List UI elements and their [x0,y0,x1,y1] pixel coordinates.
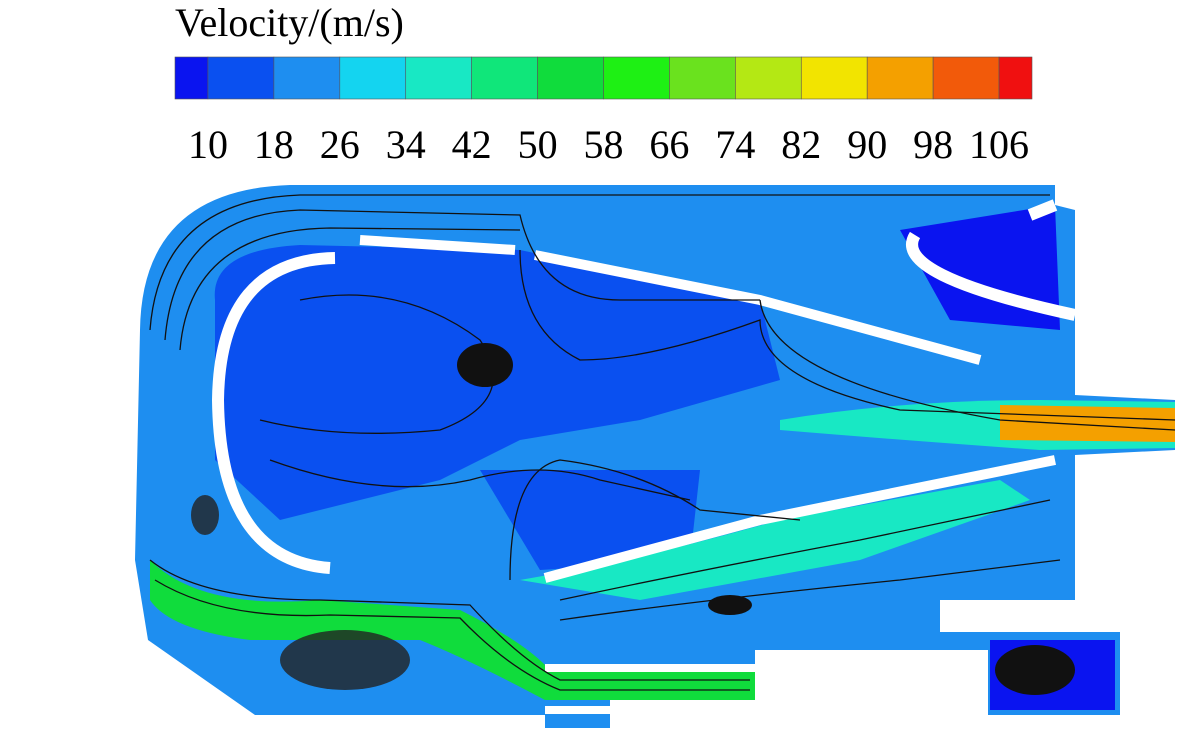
tick-label: 106 [969,122,1029,167]
tick-label: 50 [518,122,558,167]
color-swatch [207,56,275,100]
color-swatch [669,56,736,100]
tick-label: 82 [781,122,821,167]
tick-label: 58 [584,122,624,167]
color-swatch [405,56,472,100]
tick-label: 18 [254,122,294,167]
tick-label: 74 [715,122,755,167]
colorbar-ticks: 10 18 26 34 42 50 58 66 74 82 90 98 106 [188,122,1029,167]
color-swatch [537,56,604,100]
color-swatch [174,56,209,100]
vortex [457,343,513,387]
streamlines [149,194,1176,691]
color-swatch [866,56,934,100]
flow-field [135,185,1176,728]
colorbar [174,56,1033,100]
color-swatch [273,56,341,100]
color-swatch [932,56,1000,100]
color-swatch [471,56,538,100]
wall [545,664,755,714]
color-swatch [800,56,868,100]
tick-label: 10 [188,122,228,167]
color-swatch [998,56,1033,100]
vortex [191,495,219,535]
tick-label: 66 [649,122,689,167]
colorbar-title: Velocity/(m/s) [175,0,404,45]
tick-label: 34 [386,122,426,167]
tick-label: 90 [847,122,887,167]
exit-jet-core [1000,405,1175,442]
tick-label: 26 [320,122,360,167]
tick-label: 98 [913,122,953,167]
vortex [280,630,410,690]
wall [906,199,1077,321]
jet-zone [520,480,1030,600]
liner-wall [211,252,336,574]
vortex [995,645,1075,695]
color-swatch [603,56,670,100]
vortex [708,595,752,615]
color-swatch [735,56,802,100]
tick-label: 42 [452,122,492,167]
low-speed-zone [480,470,700,570]
color-swatch [339,56,407,100]
